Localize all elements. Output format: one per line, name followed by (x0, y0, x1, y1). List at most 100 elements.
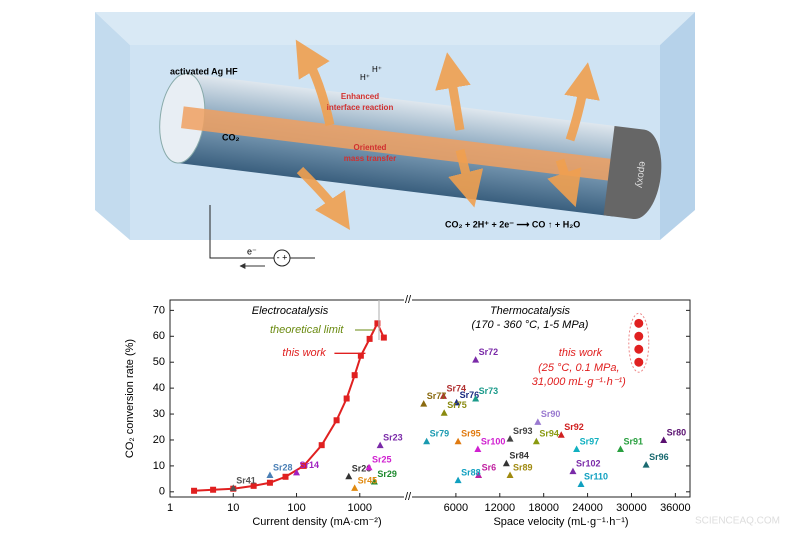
point-label: Sr89 (513, 462, 533, 472)
point-label: Sr93 (513, 426, 533, 436)
marker (474, 445, 482, 453)
panel-title: Electrocatalysis (252, 305, 329, 317)
proton-label: H⁺ (372, 65, 382, 74)
box-top (95, 12, 695, 45)
point-label: Sr102 (576, 458, 601, 468)
point-label: Sr91 (624, 436, 644, 446)
marker (250, 482, 257, 489)
point-label: Sr110 (584, 471, 608, 481)
core (181, 106, 621, 182)
point-label: Sr80 (667, 427, 687, 437)
marker (318, 442, 325, 449)
flow-arrow (547, 158, 582, 208)
point-label: Sr94 (539, 429, 559, 439)
marker (475, 471, 483, 478)
marker (634, 331, 644, 341)
point-label: Sr75 (447, 400, 467, 410)
box-right (660, 12, 695, 240)
equation: CO₂ + 2H⁺ + 2e⁻ ⟶ CO ↑ + H₂O (445, 219, 580, 229)
marker (454, 437, 462, 445)
marker (357, 352, 364, 359)
marker (440, 409, 448, 416)
marker (617, 445, 624, 453)
watermark: SCIENCEAQ.COM (695, 516, 780, 527)
marker (573, 445, 581, 453)
marker (376, 441, 384, 449)
point-label: Sr79 (430, 429, 450, 439)
x-axis-label: Space velocity (mL·g⁻¹·h⁻¹) (493, 516, 628, 528)
point-label: Sr25 (372, 455, 392, 465)
point-label: Sr72 (479, 347, 499, 357)
marker (366, 335, 373, 342)
point-label: Sr90 (541, 409, 561, 419)
point-label: Sr88 (461, 468, 481, 478)
panel-subtitle: (170 - 360 °C, 1-5 MPa) (472, 319, 589, 331)
point-label: Sr26 (352, 464, 372, 474)
point-label: Sr96 (649, 452, 669, 462)
marker (642, 461, 650, 468)
marker (365, 463, 373, 471)
y-tick-label: 50 (153, 356, 165, 368)
flow-arrow (448, 148, 484, 208)
marker (210, 486, 217, 493)
gas-label: CO₂ (222, 132, 240, 142)
flow-arrow (564, 62, 600, 142)
marker (420, 400, 428, 407)
y-tick-label: 10 (153, 460, 165, 472)
host-label: activated Ag HF (170, 66, 238, 76)
marker (506, 435, 514, 442)
power-source (273, 249, 291, 267)
highlight (628, 312, 650, 373)
point-label: Sr84 (509, 451, 529, 461)
marker (634, 344, 644, 354)
marker (351, 372, 358, 379)
marker (333, 417, 340, 424)
marker (282, 473, 289, 480)
plot-frame (169, 299, 691, 498)
electron-label: e⁻ (247, 246, 257, 256)
marker (532, 437, 540, 445)
y-tick-label: 40 (153, 382, 165, 394)
marker (453, 398, 461, 406)
interface-label: interface reaction (327, 103, 394, 112)
point-label: Sr45 (358, 475, 378, 485)
marker (472, 395, 480, 402)
x-tick-label: 1 (167, 502, 173, 514)
annotation: theoretical limit (270, 324, 344, 336)
point-label: Sr41 (236, 475, 256, 485)
point-label: Sr73 (479, 386, 499, 396)
marker (343, 395, 350, 402)
y-tick-label: 70 (153, 304, 165, 316)
marker (557, 431, 565, 438)
marker (439, 392, 447, 399)
marker (423, 437, 431, 445)
cap-label: epoxy (634, 161, 648, 189)
marker (191, 487, 198, 494)
point-label: Sr6 (482, 462, 497, 472)
marker (293, 468, 301, 476)
panel-title: Thermocatalysis (490, 305, 571, 317)
marker (577, 480, 585, 488)
series-label: this work (559, 347, 603, 359)
illustration: epoxy activated Ag HF H⁺ H⁺ Enhanced int… (95, 12, 695, 269)
transfer-label: mass transfer (344, 154, 396, 163)
marker (634, 357, 644, 367)
point-label: Sr97 (580, 436, 600, 446)
point-label: Sr77 (427, 391, 447, 401)
marker (370, 477, 378, 485)
marker (454, 476, 462, 484)
transfer-label: Oriented (354, 143, 387, 152)
marker (634, 318, 644, 328)
point-label: Sr76 (460, 390, 480, 400)
x-tick-label: 100 (287, 502, 305, 514)
point-label: Sr74 (446, 383, 466, 393)
y-tick-label: 30 (153, 408, 165, 420)
break-mark: // (405, 294, 412, 306)
x-tick-label: 30000 (616, 502, 647, 514)
series-label: this work (282, 347, 326, 359)
point-label: Sr95 (461, 429, 481, 439)
x-tick-label: 24000 (572, 502, 603, 514)
marker (266, 479, 273, 486)
point-label: Sr92 (564, 422, 584, 432)
